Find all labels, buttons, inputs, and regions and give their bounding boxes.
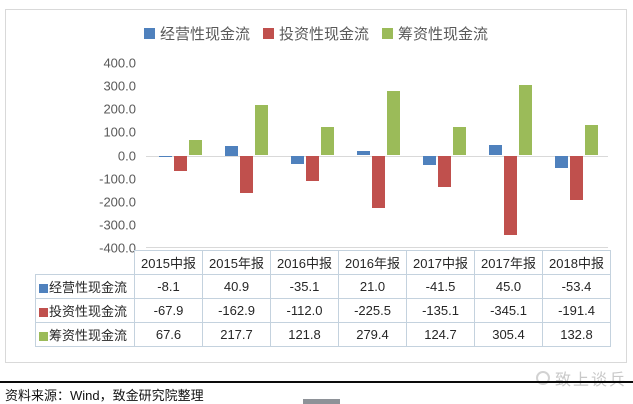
table-row-label: 经营性现金流 [35, 274, 135, 299]
bar-financing [189, 139, 202, 156]
bar-operating [225, 146, 238, 156]
y-axis-tick-label: -200.0 [99, 194, 136, 210]
table-value-cell: 45.0 [474, 274, 543, 299]
y-axis-tick-label: 0.0 [117, 148, 136, 163]
bar-financing [255, 105, 268, 156]
legend-label: 筹资性现金流 [398, 26, 489, 43]
bar-financing [585, 124, 598, 156]
bar-operating [555, 155, 568, 168]
bar-financing [321, 127, 334, 156]
bottom-nub [303, 399, 340, 404]
watermark-text: 致上谈兵 [555, 366, 627, 390]
table-value-cell: 132.8 [542, 322, 611, 347]
table-row-swatch-investing [39, 307, 48, 317]
table-row-label: 筹资性现金流 [35, 322, 135, 347]
table-row-swatch-operating [39, 283, 48, 293]
y-axis-tick-label: 300.0 [103, 78, 136, 94]
table-value-cell: 121.8 [270, 322, 339, 347]
bar-investing [306, 155, 319, 182]
bar-investing [372, 155, 385, 208]
plot-bottom-line [146, 247, 608, 248]
table-value-cell: -41.5 [406, 274, 475, 299]
y-axis-tick-label: 100.0 [103, 124, 136, 140]
bar-investing [240, 155, 253, 194]
table-value-cell: 217.7 [202, 322, 271, 347]
legend-item-financing: 筹资性现金流 [382, 23, 488, 44]
legend-label: 经营性现金流 [159, 26, 250, 43]
table-header-cell: 2018中报 [542, 250, 611, 275]
bar-operating [489, 145, 502, 156]
y-axis-tick-label: 200.0 [103, 101, 136, 117]
table-row-series-name: 经营性现金流 [49, 280, 128, 295]
table-value-cell: -35.1 [270, 274, 339, 299]
table-value-cell: -112.0 [270, 298, 339, 323]
source-note: 资料来源：Wind，致金研究院整理 [5, 388, 204, 403]
bar-investing [504, 155, 517, 236]
table-value-cell: 279.4 [338, 322, 407, 347]
table-header-cell: 2015年报 [202, 250, 271, 275]
bar-investing [570, 155, 583, 200]
data-table: 2015中报 2015年报 2016中报 2016年报 2017中报 2017年报 2018… [35, 250, 611, 347]
chart-panel: 经营性现金流 投资性现金流 筹资性现金流 400.0 300.0 200.0 100.0 0… [5, 9, 627, 363]
table-value-cell: 67.6 [134, 322, 203, 347]
bar-operating [357, 150, 370, 156]
bar-operating [291, 155, 304, 164]
footer-divider [0, 381, 633, 383]
table-value-cell: -162.9 [202, 298, 271, 323]
table-header-cell: 2016年报 [338, 250, 407, 275]
table-row-label: 投资性现金流 [35, 298, 135, 323]
table-value-cell: -53.4 [542, 274, 611, 299]
table-header-cell: 2016中报 [270, 250, 339, 275]
table-row-investing: 投资性现金流 -67.9 -162.9 -112.0 -225.5 -135.1 -345.… [35, 298, 611, 323]
table-value-cell: 40.9 [202, 274, 271, 299]
table-header-cell: 2017年报 [474, 250, 543, 275]
y-axis-tick-label: -400.0 [99, 240, 136, 256]
table-value-cell: 21.0 [338, 274, 407, 299]
table-header-cell: 2015中报 [134, 250, 203, 275]
table-value-cell: -135.1 [406, 298, 475, 323]
legend-swatch-operating [143, 28, 155, 39]
table-header-row: 2015中报 2015年报 2016中报 2016年报 2017中报 2017年报 2018… [36, 250, 611, 275]
table-value-cell: -345.1 [474, 298, 543, 323]
brand-logo-icon [535, 371, 550, 385]
legend-swatch-investing [262, 28, 274, 39]
watermark: 致上谈兵 [535, 366, 627, 390]
table-value-cell: -8.1 [134, 274, 203, 299]
table-row-operating: 经营性现金流 -8.1 40.9 -35.1 21.0 -41.5 45.0 -53.4 [35, 274, 611, 299]
bar-investing [174, 155, 187, 172]
chart-legend: 经营性现金流 投资性现金流 筹资性现金流 [6, 23, 626, 44]
legend-swatch-financing [382, 28, 393, 39]
plot-area [146, 63, 608, 248]
table-row-financing: 筹资性现金流 67.6 217.7 121.8 279.4 124.7 305.4 132.8 [35, 322, 611, 347]
y-axis: 400.0 300.0 200.0 100.0 0.0 -100.0 -200.0 -300.… [6, 56, 136, 256]
bar-financing [453, 126, 466, 156]
bar-financing [519, 84, 532, 156]
bar-investing [438, 155, 451, 187]
table-value-cell: -67.9 [134, 298, 203, 323]
table-row-swatch-financing [39, 331, 48, 341]
legend-label: 投资性现金流 [278, 26, 369, 43]
legend-item-investing: 投资性现金流 [262, 23, 369, 44]
y-axis-tick-label: 400.0 [103, 55, 136, 71]
legend-item-operating: 经营性现金流 [143, 23, 250, 44]
y-axis-tick-label: -300.0 [99, 217, 136, 233]
table-corner-cell [36, 251, 135, 275]
y-axis-tick-label: -100.0 [99, 171, 136, 187]
table-value-cell: 305.4 [474, 322, 543, 347]
bar-financing [387, 90, 400, 156]
table-value-cell: 124.7 [406, 322, 475, 347]
bar-operating [159, 155, 172, 158]
table-header-cell: 2017中报 [406, 250, 475, 275]
table-row-series-name: 投资性现金流 [49, 304, 128, 319]
table-value-cell: -225.5 [338, 298, 407, 323]
table-value-cell: -191.4 [542, 298, 611, 323]
table-row-series-name: 筹资性现金流 [49, 328, 128, 343]
bar-operating [423, 155, 436, 166]
